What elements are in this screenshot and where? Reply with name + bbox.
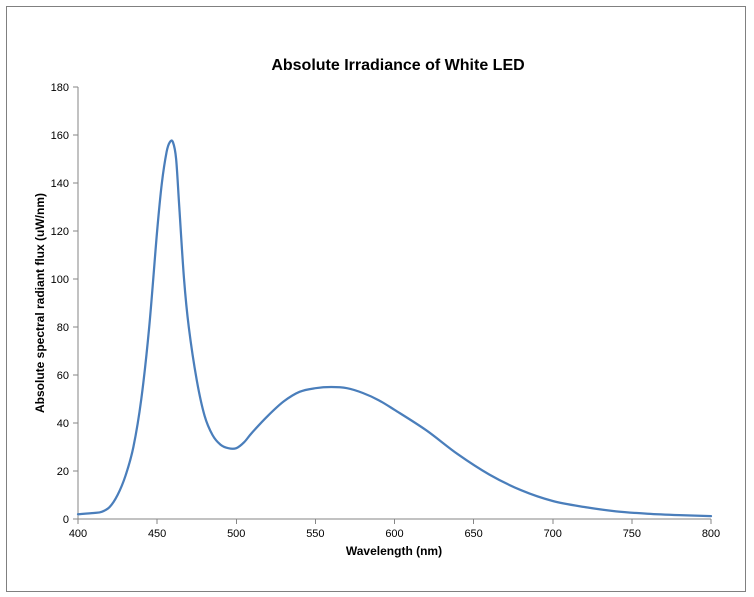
ticks: 0 20 40 60 80 100 120 140 160 180 400 450 500 550 600 6… [51, 82, 721, 540]
x-tick-label: 500 [227, 528, 245, 540]
y-tick-label: 100 [51, 274, 69, 286]
y-tick-label: 0 [63, 514, 69, 526]
x-tick-label: 600 [385, 528, 403, 540]
y-tick-label: 40 [57, 418, 69, 430]
y-tick-label: 20 [57, 466, 69, 478]
x-tick-label: 650 [464, 528, 482, 540]
chart-frame [6, 6, 746, 592]
y-tick-label: 60 [57, 370, 69, 382]
y-tick-label: 140 [51, 178, 69, 190]
x-tick-label: 750 [623, 528, 641, 540]
x-tick-label: 800 [702, 528, 720, 540]
series-line [76, 139, 713, 518]
y-tick-label: 80 [57, 322, 69, 334]
y-tick-label: 180 [51, 82, 69, 94]
x-axis-label: Wavelength (nm) [346, 544, 442, 558]
chart-title: Absolute Irradiance of White LED [271, 57, 524, 74]
y-tick-label: 120 [51, 226, 69, 238]
x-tick-label: 400 [69, 528, 87, 540]
y-axis-label: Absolute spectral radiant flux (uW/nm) [33, 193, 47, 413]
x-tick-label: 700 [544, 528, 562, 540]
axes [77, 87, 711, 520]
x-tick-label: 450 [148, 528, 166, 540]
y-tick-label: 160 [51, 130, 69, 142]
x-tick-label: 550 [306, 528, 324, 540]
